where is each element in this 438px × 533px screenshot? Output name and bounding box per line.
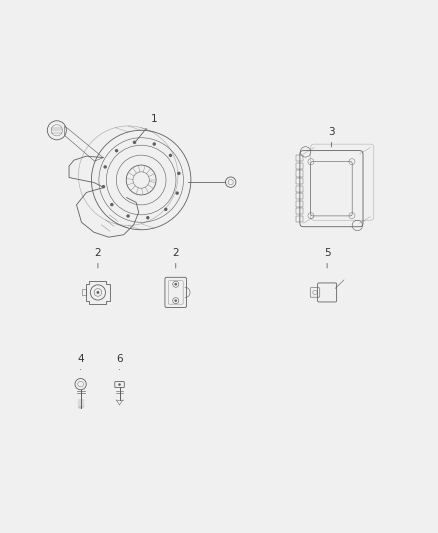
Circle shape [164, 208, 167, 211]
Circle shape [152, 142, 156, 146]
Text: 5: 5 [324, 248, 330, 268]
Text: 6: 6 [116, 354, 123, 370]
Text: 3: 3 [328, 127, 335, 147]
Bar [297, 171, 304, 176]
Circle shape [118, 383, 121, 386]
Circle shape [110, 203, 113, 206]
Bar [297, 201, 304, 207]
Bar [297, 208, 304, 214]
Circle shape [177, 172, 180, 175]
Circle shape [103, 165, 107, 168]
Circle shape [174, 300, 177, 302]
Text: 2: 2 [95, 248, 101, 268]
Bar [297, 216, 304, 222]
Circle shape [115, 149, 118, 152]
Circle shape [133, 141, 136, 144]
Bar [297, 163, 304, 169]
Circle shape [175, 191, 179, 195]
Circle shape [126, 214, 130, 217]
Bar [297, 185, 304, 192]
Bar [297, 155, 304, 161]
Circle shape [174, 283, 177, 286]
Circle shape [169, 154, 172, 157]
Circle shape [102, 185, 105, 188]
Bar [82, 289, 86, 295]
Circle shape [146, 216, 149, 220]
Bar [297, 193, 304, 199]
Text: 4: 4 [77, 354, 84, 370]
Text: 2: 2 [173, 248, 179, 268]
Text: 1: 1 [134, 114, 157, 143]
Circle shape [96, 291, 99, 294]
Bar [297, 178, 304, 184]
